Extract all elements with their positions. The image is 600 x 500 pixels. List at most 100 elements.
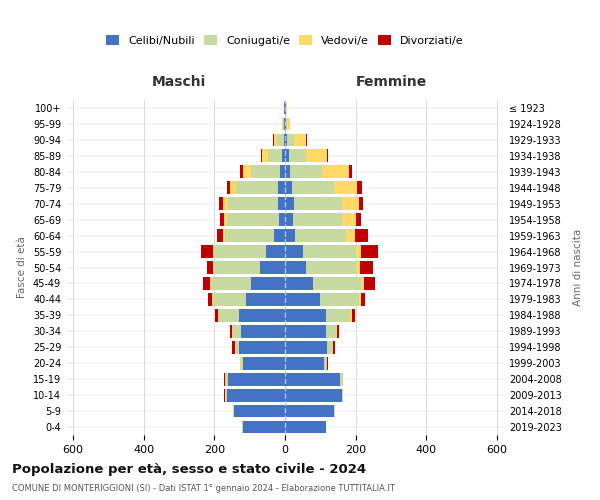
Bar (260, 150, 262, 162)
Bar (360, 261, 373, 274)
Bar (277, 134, 284, 146)
Bar (290, 166, 322, 178)
Bar (208, 293, 212, 306)
Bar (285, 309, 326, 322)
Bar (358, 182, 362, 194)
Bar (230, 182, 236, 194)
Bar (352, 309, 355, 322)
Bar (285, 325, 326, 338)
Bar (284, 118, 285, 130)
Bar (268, 150, 282, 162)
Bar (240, 166, 242, 178)
Bar (284, 102, 285, 114)
Bar (295, 229, 346, 242)
Bar (278, 198, 285, 210)
Bar (356, 261, 360, 274)
Bar (285, 293, 320, 306)
Bar (327, 357, 328, 370)
Bar (229, 373, 285, 386)
Bar (284, 134, 285, 146)
Bar (285, 150, 289, 162)
Bar (342, 214, 356, 226)
Bar (236, 182, 278, 194)
Bar (242, 420, 285, 434)
Bar (225, 229, 274, 242)
Bar (239, 341, 285, 353)
Bar (214, 245, 266, 258)
Bar (236, 341, 239, 353)
Bar (234, 404, 285, 417)
Bar (285, 341, 328, 353)
Bar (274, 134, 277, 146)
Bar (219, 198, 223, 210)
Bar (283, 118, 284, 130)
Bar (223, 229, 225, 242)
Bar (350, 309, 352, 322)
Bar (324, 357, 326, 370)
Bar (242, 166, 251, 178)
Bar (356, 214, 361, 226)
Bar (240, 357, 241, 370)
Bar (285, 229, 295, 242)
Text: Maschi: Maschi (152, 75, 206, 89)
Bar (280, 166, 285, 178)
Bar (232, 341, 235, 353)
Bar (274, 229, 285, 242)
Bar (213, 245, 214, 258)
Bar (337, 325, 338, 338)
Bar (285, 134, 287, 146)
Bar (227, 182, 230, 194)
Bar (285, 118, 286, 130)
Bar (313, 277, 361, 290)
Bar (306, 150, 328, 162)
Bar (218, 309, 239, 322)
Bar (285, 261, 306, 274)
Bar (211, 277, 251, 290)
Bar (285, 357, 324, 370)
Bar (322, 166, 349, 178)
Bar (285, 373, 340, 386)
Bar (285, 245, 302, 258)
Bar (287, 118, 290, 130)
Bar (214, 261, 260, 274)
Bar (285, 182, 292, 194)
Bar (286, 102, 287, 114)
Y-axis label: Anni di nascita: Anni di nascita (573, 229, 583, 306)
Bar (207, 261, 213, 274)
Bar (336, 325, 337, 338)
Bar (285, 214, 293, 226)
Bar (294, 134, 306, 146)
Bar (361, 245, 378, 258)
Bar (273, 134, 274, 146)
Bar (224, 214, 227, 226)
Legend: Celibi/Nubili, Coniugati/e, Vedovi/e, Divorziati/e: Celibi/Nubili, Coniugati/e, Vedovi/e, Di… (103, 32, 467, 50)
Bar (210, 277, 211, 290)
Bar (285, 388, 341, 402)
Bar (239, 309, 285, 322)
Bar (242, 357, 285, 370)
Bar (230, 325, 232, 338)
Bar (332, 341, 334, 353)
Bar (225, 373, 229, 386)
Bar (361, 277, 364, 290)
Bar (215, 309, 218, 322)
Bar (262, 150, 268, 162)
Bar (334, 341, 335, 353)
Bar (285, 420, 326, 434)
Bar (266, 245, 285, 258)
Bar (349, 166, 352, 178)
Bar (359, 198, 364, 210)
Bar (364, 277, 375, 290)
Bar (346, 229, 355, 242)
Bar (285, 102, 286, 114)
Bar (293, 214, 342, 226)
Bar (227, 388, 285, 402)
Bar (334, 404, 335, 417)
Bar (233, 404, 234, 417)
Bar (292, 182, 334, 194)
Bar (217, 229, 223, 242)
Bar (229, 198, 278, 210)
Bar (285, 198, 294, 210)
Text: COMUNE DI MONTERIGGIONI (SI) - Dati ISTAT 1° gennaio 2024 - Elaborazione TUTTITA: COMUNE DI MONTERIGGIONI (SI) - Dati ISTA… (12, 484, 395, 493)
Bar (278, 182, 285, 194)
